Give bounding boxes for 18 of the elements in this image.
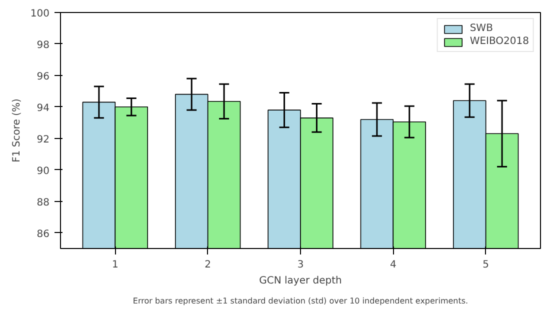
y-tick-label: 90	[36, 166, 50, 177]
y-tick-label: 86	[36, 228, 50, 240]
y-tick-label: 92	[36, 134, 50, 146]
legend-label: SWB	[470, 23, 493, 34]
x-tick-label: 3	[297, 260, 304, 270]
y-tick-label: 94	[36, 102, 50, 114]
y-tick-label: 96	[36, 71, 50, 82]
x-tick-label: 1	[112, 260, 118, 270]
y-tick-label: 88	[36, 197, 50, 208]
y-tick-label: 100	[30, 8, 50, 20]
y-axis-title: F1 Score (%)	[11, 98, 22, 162]
text: Error bars represent ±1 standard deviation (std) over 10 independent experiments.	[132, 296, 468, 306]
legend-label: WEIBO2018	[470, 36, 529, 47]
x-tick-label: 5	[482, 260, 490, 270]
x-axis-title: GCN layer depth	[259, 276, 342, 286]
y-tick-label: 98	[36, 40, 50, 51]
x-tick-label: 2	[204, 260, 212, 270]
x-tick-label: 4	[390, 260, 396, 270]
